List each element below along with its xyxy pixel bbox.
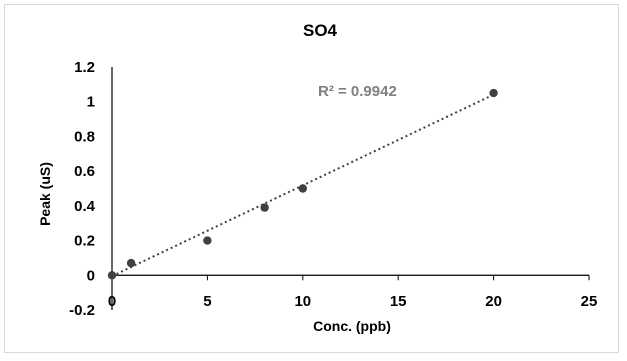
x-tick-label: 5: [203, 293, 211, 310]
y-axis-label: Peak (uS): [37, 162, 53, 226]
y-tick-label: 0.6: [74, 163, 95, 180]
data-point: [203, 236, 212, 245]
chart-title: SO4: [303, 21, 338, 40]
data-point: [126, 258, 136, 268]
y-tick-label: 0.2: [74, 233, 95, 250]
y-tick-label: 0.8: [74, 128, 95, 145]
y-tick-label: 0: [87, 267, 95, 284]
y-tick-label: 0.4: [74, 198, 96, 215]
r-squared-annotation: R² = 0.9942: [318, 83, 397, 100]
data-point: [489, 88, 498, 98]
x-tick-labels: 0510152025: [108, 293, 598, 310]
x-tick-marks: [111, 275, 590, 281]
y-tick-label: -0.2: [69, 302, 95, 319]
data-points: [107, 88, 498, 280]
x-axis-label: Conc. (ppb): [313, 318, 391, 334]
data-point: [107, 271, 117, 280]
data-point: [260, 203, 269, 212]
x-tick-label: 20: [485, 293, 502, 310]
y-tick-labels: -0.2 0 0.2 0.4 0.6 0.8 1 1.2: [69, 59, 96, 319]
chart-frame: [4, 4, 619, 353]
x-tick-label: 15: [390, 293, 407, 310]
x-tick-label: 25: [581, 293, 598, 310]
data-point: [298, 184, 307, 193]
x-tick-label: 10: [294, 293, 311, 310]
y-tick-label: 1.2: [74, 59, 95, 76]
y-tick-label: 1: [87, 94, 95, 111]
